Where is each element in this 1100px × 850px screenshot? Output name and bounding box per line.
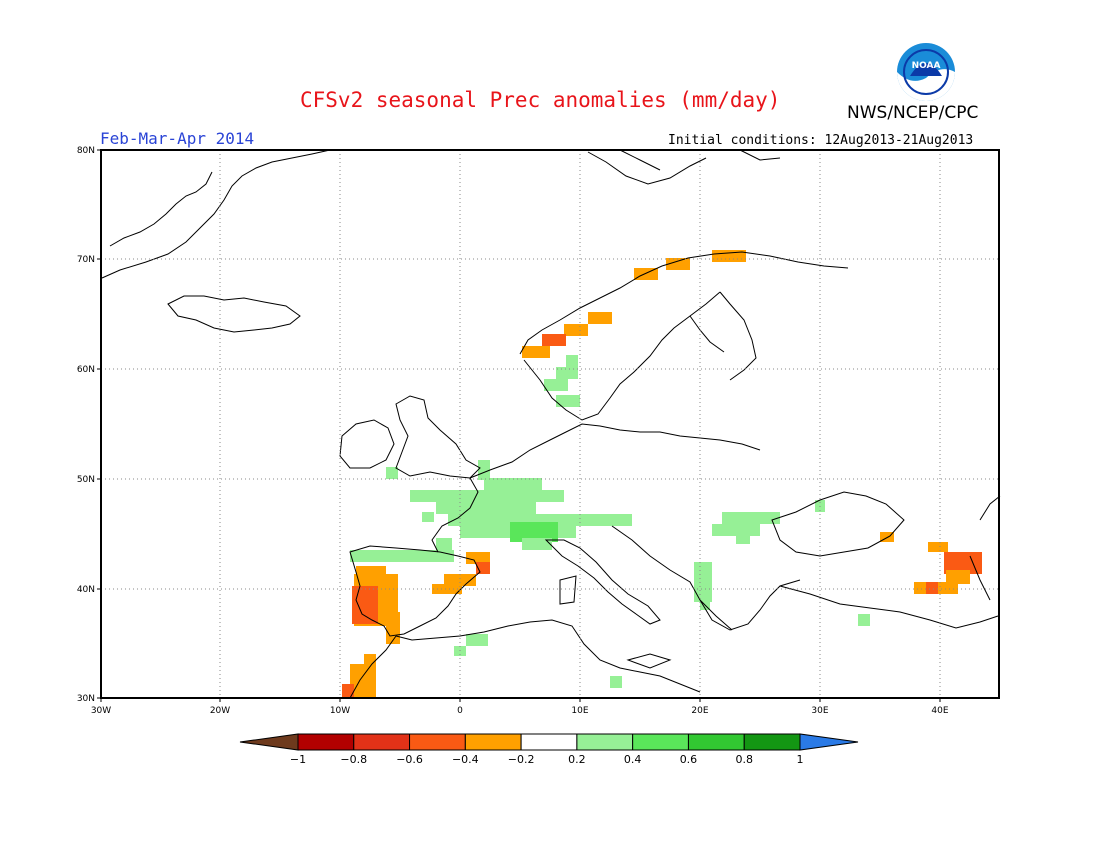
legend-box	[576, 733, 634, 751]
map-grid	[101, 150, 999, 698]
legend-arrow-low	[239, 733, 299, 751]
legend-tick-label: −0.2	[508, 753, 535, 766]
lat-label: 50N	[77, 475, 95, 485]
lon-label: 20W	[210, 706, 230, 716]
legend-tick-label: −0.8	[340, 753, 367, 766]
legend-box	[520, 733, 578, 751]
legend-tick-label: 1	[797, 753, 804, 766]
legend-tick-label: 0.2	[568, 753, 586, 766]
lat-label: 70N	[77, 255, 95, 265]
latitude-labels: 80N 70N 60N 50N 40N 30N	[77, 146, 95, 704]
color-legend: −1 −0.8 −0.6 −0.4 −0.2 0.2 0.4 0.6 0.8 1	[239, 733, 859, 766]
lat-label: 60N	[77, 365, 95, 375]
noaa-logo: NOAA	[897, 43, 955, 101]
logo-text: NOAA	[912, 61, 941, 71]
initial-conditions-label: Initial conditions: 12Aug2013-21Aug2013	[668, 133, 974, 148]
longitude-labels: 30W 20W 10W 0 10E 20E 30E 40E	[91, 706, 949, 716]
legend-tick-label: 0.8	[735, 753, 753, 766]
anomaly-cells	[342, 250, 982, 698]
legend-box	[409, 733, 466, 751]
chart-title: CFSv2 seasonal Prec anomalies (mm/day)	[300, 88, 781, 112]
lat-label: 30N	[77, 694, 95, 704]
legend-tick-label: 0.4	[624, 753, 642, 766]
legend-tick-label: 0.6	[680, 753, 698, 766]
lon-label: 20E	[691, 706, 708, 716]
legend-tick-label: −1	[290, 753, 306, 766]
coastlines	[101, 149, 1001, 699]
lon-label: 0	[457, 706, 463, 716]
legend-box	[632, 733, 689, 751]
lon-label: 40E	[931, 706, 948, 716]
legend-tick-label: −0.4	[452, 753, 479, 766]
lon-label: 30E	[811, 706, 828, 716]
legend-box	[464, 733, 522, 751]
lat-label: 40N	[77, 585, 95, 595]
lon-label: 10W	[330, 706, 350, 716]
legend-box	[743, 733, 801, 751]
legend-box	[687, 733, 745, 751]
legend-arrow-high	[799, 733, 859, 751]
map-frame	[100, 149, 1000, 699]
agency-label: NWS/NCEP/CPC	[847, 103, 979, 123]
legend-box	[297, 733, 355, 751]
lon-label: 10E	[571, 706, 588, 716]
legend-box	[353, 733, 411, 751]
lat-label: 80N	[77, 146, 95, 156]
legend-tick-label: −0.6	[396, 753, 423, 766]
season-label: Feb-Mar-Apr 2014	[100, 129, 255, 148]
lon-label: 30W	[91, 706, 111, 716]
